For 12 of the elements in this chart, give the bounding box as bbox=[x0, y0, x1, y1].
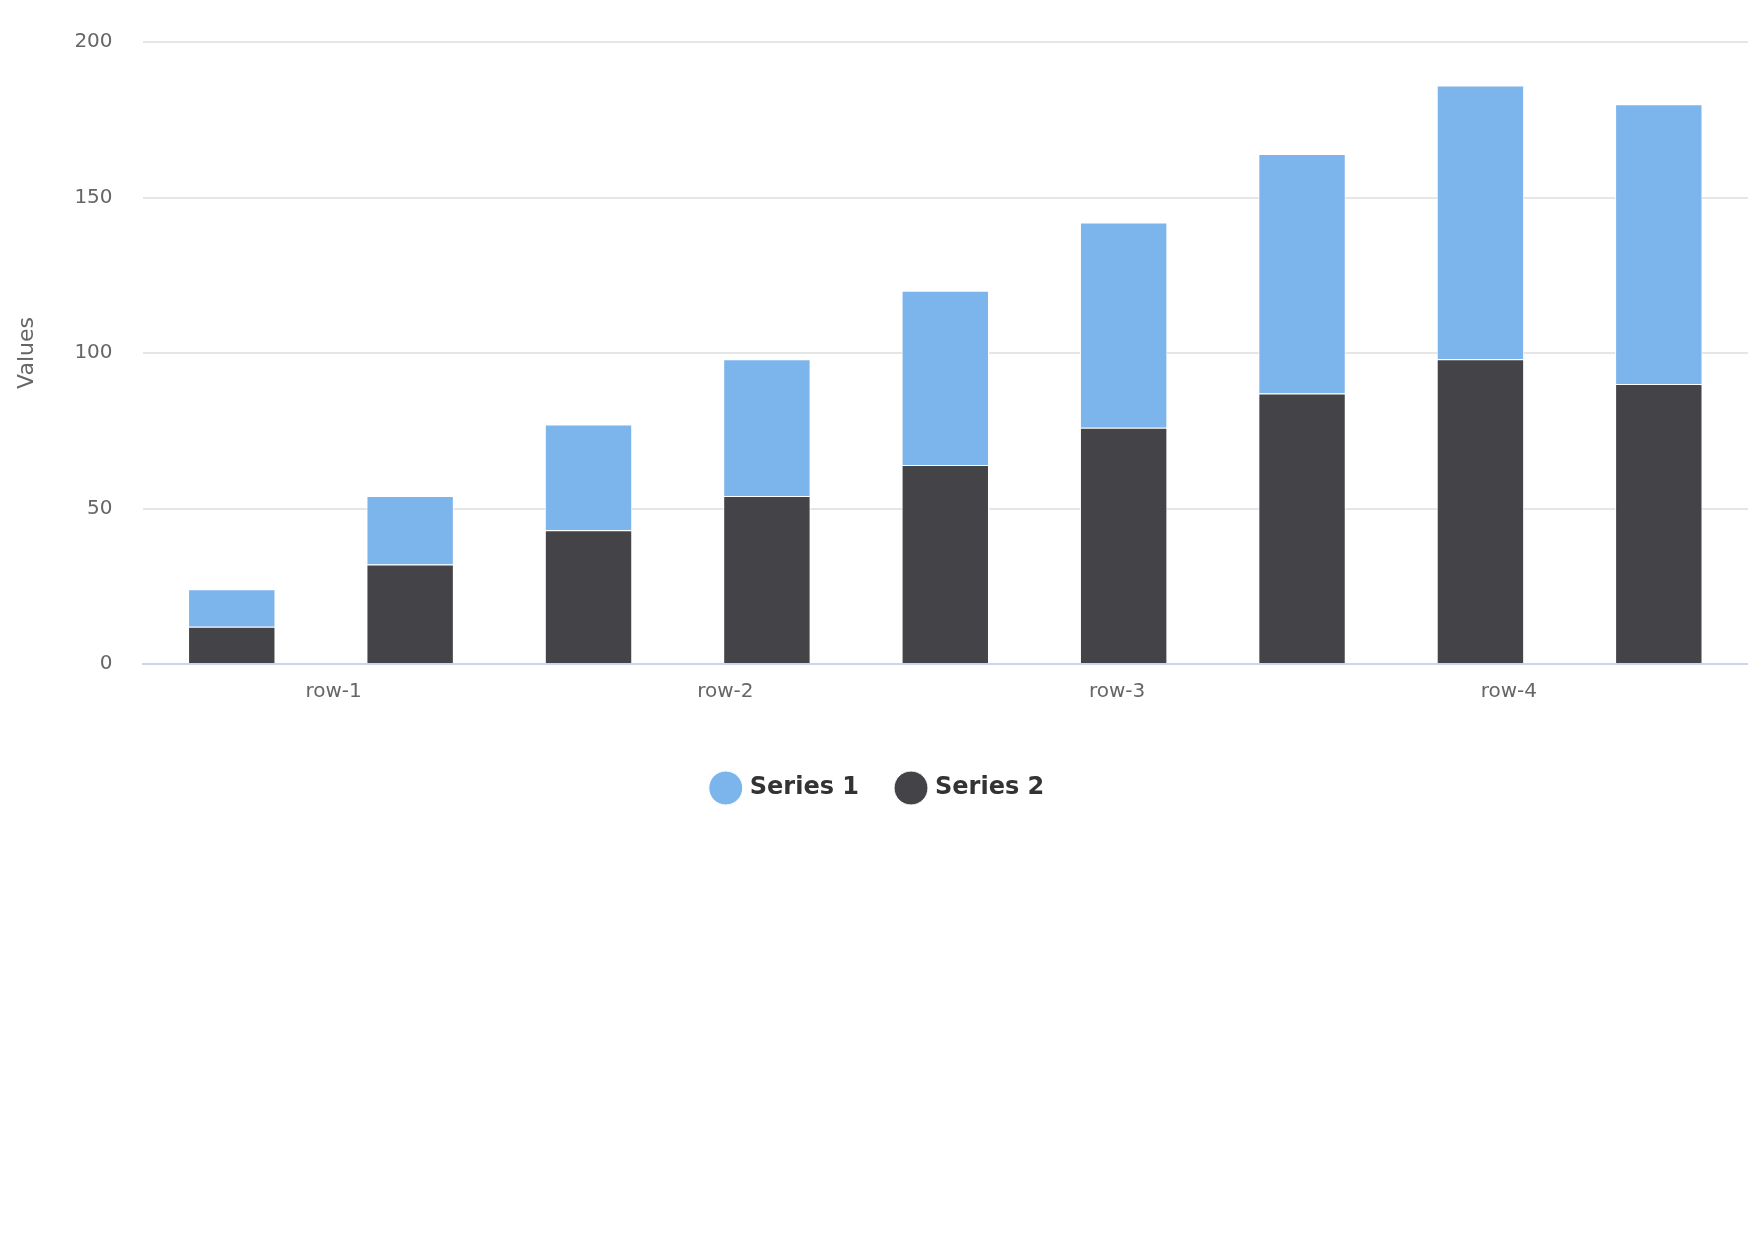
text: row-3 bbox=[1088, 678, 1146, 703]
y-tick-label: 100 bbox=[74, 339, 113, 364]
y-tick-label: 50 bbox=[87, 494, 113, 519]
y-axis-title: Values bbox=[12, 317, 38, 389]
text: row-4 bbox=[1480, 678, 1537, 703]
y-tick-label: 150 bbox=[74, 183, 113, 208]
legend-label: Series 1 bbox=[749, 772, 860, 801]
y-tick-label: 0 bbox=[99, 650, 113, 675]
text: row-2 bbox=[697, 678, 754, 703]
legend-label: Series 2 bbox=[935, 772, 1045, 801]
y-tick-label: 200 bbox=[74, 28, 113, 53]
text: row-1 bbox=[305, 678, 362, 703]
